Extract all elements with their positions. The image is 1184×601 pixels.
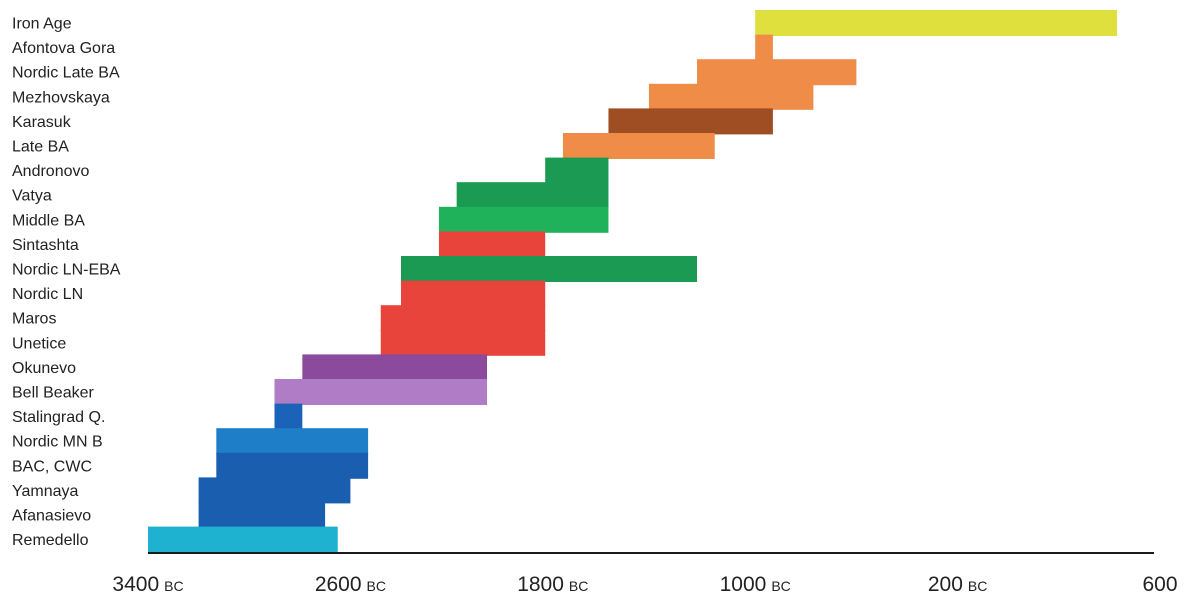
x-tick-label: 2600 BC xyxy=(315,573,386,596)
row-label: Okunevo xyxy=(12,360,76,377)
x-tick-era: BC xyxy=(968,578,987,594)
x-tick-label: 1800 BC xyxy=(517,573,588,596)
x-tick-number: 1000 xyxy=(720,573,767,596)
row-label: Nordic LN xyxy=(12,286,83,303)
row-label: Stalingrad Q. xyxy=(12,409,105,426)
range-bar-nordic-late-ba xyxy=(697,59,857,86)
row-label: Karasuk xyxy=(12,114,72,131)
x-tick-label: 1000 BC xyxy=(720,573,791,596)
row-label: Late BA xyxy=(12,139,69,156)
range-bar-mezhovskaya xyxy=(648,83,814,110)
x-tick-era: BC xyxy=(367,578,386,594)
range-bar-middle-ba xyxy=(438,206,609,233)
range-bar-bac-cwc xyxy=(216,452,369,479)
row-label: Afontova Gora xyxy=(12,40,115,57)
x-tick-label: 600 xyxy=(1142,573,1177,596)
range-bar-late-ba xyxy=(562,133,715,159)
row-label: Mezhovskaya xyxy=(12,89,110,106)
range-bar-afanasievo xyxy=(198,502,326,528)
range-bar-yamnaya xyxy=(198,477,351,504)
x-tick-label: 3400 BC xyxy=(112,573,183,596)
range-bar-remedello xyxy=(148,526,338,553)
row-label: Yamnaya xyxy=(12,483,79,500)
range-bar-stalingrad-q xyxy=(274,403,303,430)
range-bar-nordic-ln-eba xyxy=(401,256,698,282)
range-bar-bell-beaker xyxy=(274,379,488,405)
x-tick-labels: 3400 BC 2600 BC 1800 BC 1000 BC 200 BC 600 xyxy=(112,573,1177,596)
x-tick-number: 2600 xyxy=(315,573,362,596)
range-bar-andronovo xyxy=(545,157,609,184)
row-label: Maros xyxy=(12,311,56,328)
range-bars xyxy=(148,10,1117,553)
x-tick-era: BC xyxy=(164,578,183,594)
row-label: Vatya xyxy=(12,188,52,205)
row-label: Andronovo xyxy=(12,163,89,180)
range-bar-afontova-gora xyxy=(755,34,773,61)
range-bar-unetice xyxy=(380,329,546,356)
range-bar-okunevo xyxy=(302,354,488,381)
row-label: BAC, CWC xyxy=(12,458,92,475)
range-bar-maros xyxy=(380,305,546,332)
x-tick-label: 200 BC xyxy=(928,573,988,596)
x-tick-number: 600 xyxy=(1142,573,1177,596)
row-label: Nordic Late BA xyxy=(12,65,120,82)
row-label: Unetice xyxy=(12,335,66,352)
row-label: Iron Age xyxy=(12,16,72,33)
row-labels: Iron Age Afontova Gora Nordic Late BA Mezho… xyxy=(12,16,121,550)
row-label: Bell Beaker xyxy=(12,385,94,402)
row-label: Afanasievo xyxy=(12,508,91,525)
range-bar-nordic-mn-b xyxy=(216,428,369,455)
row-label: Nordic LN-EBA xyxy=(12,262,121,279)
row-label: Remedello xyxy=(12,532,89,549)
row-label: Nordic MN B xyxy=(12,434,103,451)
range-bar-vatya xyxy=(456,182,609,209)
range-bar-karasuk xyxy=(608,108,773,135)
range-bar-sintashta xyxy=(438,231,546,258)
x-tick-era: BC xyxy=(569,578,588,594)
x-tick-number: 200 xyxy=(928,573,963,596)
x-tick-number: 3400 xyxy=(112,573,159,596)
range-bar-nordic-ln xyxy=(401,280,546,307)
range-bar-iron-age xyxy=(755,10,1117,36)
row-label: Sintashta xyxy=(12,237,79,254)
x-tick-number: 1800 xyxy=(517,573,564,596)
row-label: Middle BA xyxy=(12,212,85,229)
x-tick-era: BC xyxy=(771,578,790,594)
